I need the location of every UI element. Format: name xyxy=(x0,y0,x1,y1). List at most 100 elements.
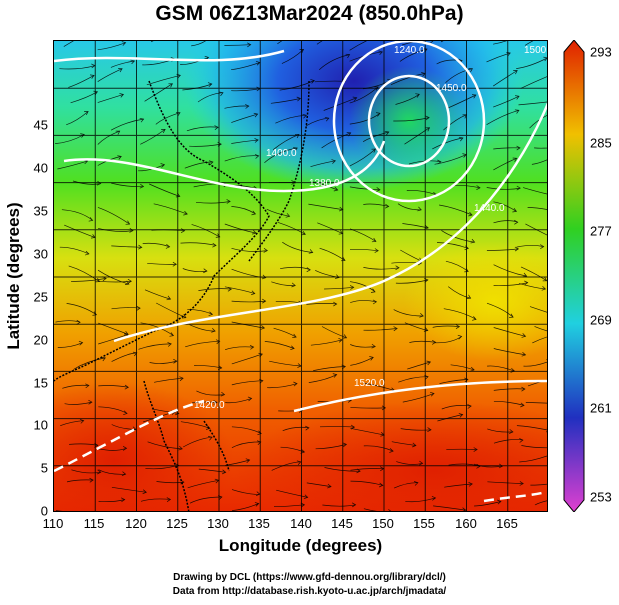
streamline xyxy=(60,420,84,427)
streamline-arrowhead xyxy=(338,337,343,343)
streamline-arrowhead xyxy=(121,41,127,46)
streamline-arrowhead xyxy=(374,86,379,91)
streamline-arrowhead xyxy=(464,245,469,251)
streamline-arrowhead xyxy=(395,265,400,271)
streamline xyxy=(180,57,209,65)
streamline-arrowhead xyxy=(306,267,311,273)
streamline-arrowhead xyxy=(351,502,357,508)
streamline-arrowhead xyxy=(254,138,259,143)
streamline-arrowhead xyxy=(310,79,315,84)
streamline-arrowhead xyxy=(522,272,528,278)
x-tick-label: 120 xyxy=(125,516,147,531)
contour-label: 1450.0 xyxy=(436,83,467,94)
streamline xyxy=(231,321,265,329)
streamline xyxy=(189,324,216,332)
x-tick-label: 145 xyxy=(331,516,353,531)
streamline xyxy=(405,497,436,503)
streamline xyxy=(144,289,171,300)
streamline-arrowhead xyxy=(296,96,302,102)
streamline-arrowhead xyxy=(458,413,464,418)
streamline-arrowhead xyxy=(376,112,381,117)
streamline xyxy=(231,247,268,252)
streamline-arrowhead xyxy=(476,185,481,191)
streamline xyxy=(97,42,126,51)
contour-label: 1440.0 xyxy=(474,203,505,214)
streamline xyxy=(280,266,311,271)
streamline-arrowhead xyxy=(305,425,310,431)
streamline xyxy=(275,114,307,124)
streamline-arrowhead xyxy=(512,207,518,213)
streamline-arrowhead xyxy=(256,440,262,445)
streamline xyxy=(447,286,471,299)
streamline-arrowhead xyxy=(333,301,338,307)
streamline-arrowhead xyxy=(214,125,219,130)
y-tick-label: 5 xyxy=(40,460,48,476)
streamline-arrowhead xyxy=(102,276,107,282)
streamline-arrowhead xyxy=(173,358,178,364)
streamline xyxy=(363,382,395,391)
streamline xyxy=(436,242,469,249)
streamline-arrowhead xyxy=(130,59,136,65)
streamline-arrowhead xyxy=(471,94,477,99)
streamline xyxy=(182,83,212,91)
streamline xyxy=(270,98,301,104)
streamline xyxy=(523,361,547,367)
streamline xyxy=(409,340,436,343)
streamline-arrowhead xyxy=(419,313,424,318)
streamline xyxy=(350,406,386,409)
streamline-arrowhead xyxy=(516,185,521,191)
streamline-arrowhead xyxy=(424,225,429,230)
streamline xyxy=(393,482,418,489)
streamline-arrowhead xyxy=(425,127,431,132)
streamline xyxy=(146,74,181,86)
streamline xyxy=(180,242,217,246)
streamline xyxy=(187,308,213,315)
streamline xyxy=(363,508,377,511)
streamline xyxy=(516,425,547,431)
streamline-arrowhead xyxy=(338,230,344,235)
streamline-arrowhead xyxy=(142,489,147,495)
streamline xyxy=(487,428,513,433)
streamline xyxy=(315,269,340,278)
streamline xyxy=(450,364,475,371)
streamline-arrowhead xyxy=(412,442,417,448)
streamline-arrowhead xyxy=(349,285,355,290)
coastline xyxy=(54,80,310,511)
y-tick-label: 25 xyxy=(33,289,48,305)
streamline xyxy=(395,94,420,105)
streamline-arrowhead xyxy=(509,313,514,318)
streamline-arrowhead xyxy=(261,274,267,280)
x-tick-label: 150 xyxy=(372,516,394,531)
streamline-arrowhead xyxy=(335,274,340,279)
streamline xyxy=(400,249,422,262)
streamline-arrowhead xyxy=(430,391,435,397)
streamline-arrowhead xyxy=(430,41,434,44)
streamline xyxy=(185,340,220,348)
streamline xyxy=(350,480,383,486)
streamline xyxy=(520,266,547,282)
streamline xyxy=(493,388,525,391)
streamline xyxy=(493,70,518,87)
streamline xyxy=(231,353,263,365)
streamline xyxy=(196,390,225,396)
streamline-arrowhead xyxy=(212,242,217,248)
streamline xyxy=(73,357,106,370)
streamline-arrowhead xyxy=(215,233,221,238)
streamline-arrowhead xyxy=(101,356,106,362)
streamline xyxy=(59,65,96,70)
streamline-arrowhead xyxy=(498,463,504,469)
streamline-arrowhead xyxy=(381,405,387,411)
streamline xyxy=(147,262,177,265)
streamline xyxy=(111,245,142,248)
chart-title: GSM 06Z13Mar2024 (850.0hPa) xyxy=(155,2,464,25)
streamline-arrowhead xyxy=(378,482,384,488)
y-tick-label: 40 xyxy=(33,160,48,176)
streamline-arrowhead xyxy=(251,210,257,216)
streamline xyxy=(393,309,424,317)
streamline xyxy=(493,439,523,444)
streamline xyxy=(520,76,547,89)
streamline-arrowhead xyxy=(76,319,81,325)
streamline-arrowhead xyxy=(299,49,305,54)
streamline-arrowhead xyxy=(341,364,346,370)
streamline xyxy=(198,468,226,473)
